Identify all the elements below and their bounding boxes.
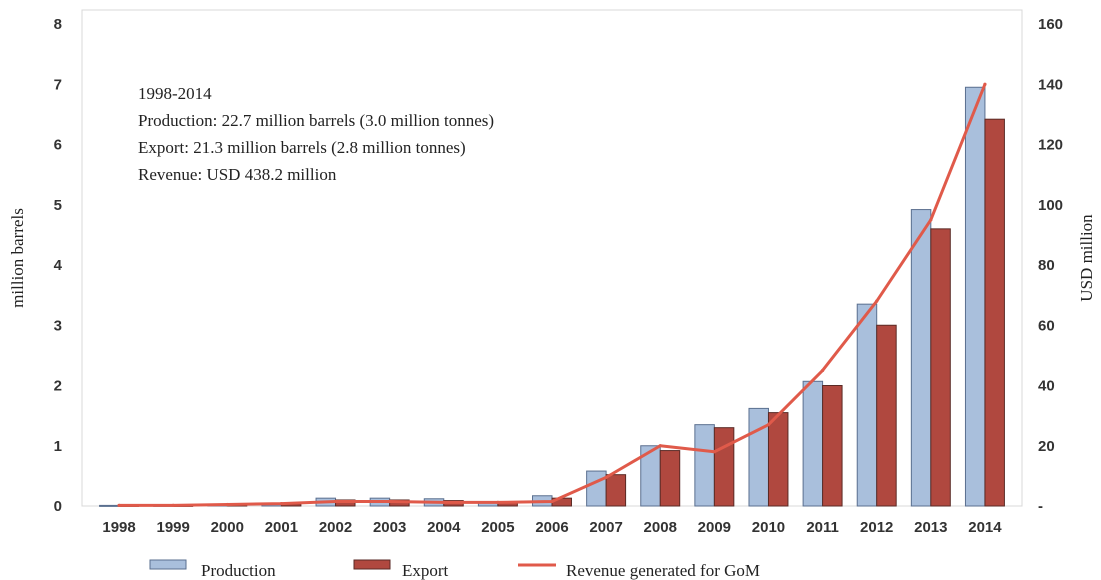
y-left-tick-label: 8 bbox=[54, 16, 62, 33]
y-right-tick-label: 60 bbox=[1038, 317, 1055, 334]
revenue-point bbox=[929, 218, 933, 222]
x-tick-label: 2008 bbox=[644, 519, 677, 536]
x-tick-label: 2006 bbox=[535, 519, 568, 536]
y-right-tick-label: 100 bbox=[1038, 197, 1063, 214]
y-left-tick-label: 5 bbox=[54, 197, 62, 214]
revenue-point bbox=[875, 299, 879, 303]
x-tick-label: 1998 bbox=[102, 519, 135, 536]
x-tick-label: 2003 bbox=[373, 519, 406, 536]
bar-export bbox=[713, 427, 735, 507]
bar-production bbox=[694, 424, 715, 507]
bar-production bbox=[99, 504, 120, 507]
x-tick-label: 2014 bbox=[968, 519, 1002, 536]
annotation-period: 1998-2014 bbox=[138, 84, 212, 103]
x-tick-label: 2004 bbox=[427, 519, 461, 536]
left-axis-ticks: 0 1 2 3 4 5 6 7 8 bbox=[54, 16, 63, 515]
y-left-tick-label: 4 bbox=[54, 257, 63, 274]
x-tick-label: 2009 bbox=[698, 519, 731, 536]
revenue-point bbox=[712, 450, 716, 454]
bar-export bbox=[659, 450, 681, 507]
y-left-tick-label: 6 bbox=[54, 137, 62, 154]
y-right-tick-label: 20 bbox=[1038, 438, 1055, 455]
y-left-tick-label: 3 bbox=[54, 317, 62, 334]
bar-export bbox=[984, 118, 1005, 507]
bar-production bbox=[748, 407, 769, 507]
revenue-point bbox=[604, 475, 608, 479]
x-tick-label: 2013 bbox=[914, 519, 947, 536]
x-axis-ticks: 1998 1999 2000 2001 2002 2003 2004 2005 2006 2007… bbox=[102, 519, 1002, 536]
y-right-tick-label: 160 bbox=[1038, 16, 1063, 33]
bar-production bbox=[802, 380, 824, 507]
annotation-box bbox=[128, 70, 793, 260]
x-tick-label: 2001 bbox=[265, 519, 298, 536]
legend-swatch-production bbox=[149, 559, 187, 570]
x-tick-label: 2010 bbox=[752, 519, 785, 536]
x-tick-label: 2000 bbox=[211, 519, 244, 536]
x-tick-label: 2005 bbox=[481, 519, 514, 536]
y-right-tick-label: 40 bbox=[1038, 378, 1055, 395]
revenue-point bbox=[225, 502, 229, 507]
bar-export bbox=[605, 474, 627, 507]
revenue-point bbox=[442, 500, 446, 504]
y-left-tick-label: 1 bbox=[54, 438, 62, 455]
y-left-tick-label: 0 bbox=[54, 498, 62, 515]
annotation-production: Production: 22.7 million barrels (3.0 mi… bbox=[138, 111, 494, 130]
y-right-tick-label: 80 bbox=[1038, 257, 1055, 274]
bar-production bbox=[856, 303, 878, 507]
bar-export bbox=[876, 324, 897, 507]
revenue-point bbox=[171, 503, 175, 507]
bar-export bbox=[822, 385, 843, 507]
revenue-point bbox=[333, 499, 338, 504]
legend-label-production: Production bbox=[201, 561, 276, 580]
bar-production bbox=[586, 470, 607, 507]
revenue-point bbox=[766, 423, 771, 427]
y-left-tick-label: 7 bbox=[54, 76, 62, 93]
y-right-tick-label: 120 bbox=[1038, 137, 1063, 154]
x-tick-label: 1999 bbox=[156, 519, 189, 536]
annotation-revenue: Revenue: USD 438.2 million bbox=[138, 165, 337, 184]
y-right-tick-label: - bbox=[1038, 498, 1043, 515]
annotation-export: Export: 21.3 million barrels (2.8 millio… bbox=[138, 138, 466, 157]
bar-export bbox=[930, 228, 951, 507]
x-tick-label: 2012 bbox=[860, 519, 893, 536]
revenue-point bbox=[496, 500, 500, 504]
y-right-tick-label: 140 bbox=[1038, 76, 1063, 93]
legend-swatch-export bbox=[353, 559, 391, 570]
revenue-point bbox=[983, 82, 987, 86]
x-tick-label: 2011 bbox=[806, 519, 839, 536]
revenue-point bbox=[117, 503, 121, 507]
bar-production bbox=[964, 86, 986, 507]
right-axis-ticks: - 20 40 60 80 100 120 140 160 bbox=[1038, 16, 1063, 515]
y-left-tick-label: 2 bbox=[54, 378, 62, 395]
bar-export bbox=[767, 412, 789, 507]
revenue-point bbox=[279, 501, 284, 506]
revenue-line bbox=[117, 82, 987, 507]
y-axis-right-title: USD million bbox=[1077, 214, 1096, 302]
bar-production bbox=[910, 209, 932, 507]
x-tick-label: 2007 bbox=[589, 519, 622, 536]
revenue-point bbox=[658, 444, 662, 448]
legend-label-export: Export bbox=[402, 561, 449, 580]
revenue-point bbox=[388, 499, 392, 504]
y-axis-left-title: million barrels bbox=[8, 208, 27, 308]
revenue-point bbox=[820, 368, 825, 373]
legend-label-revenue: Revenue generated for GoM bbox=[566, 561, 760, 580]
revenue-point bbox=[550, 499, 554, 504]
x-tick-label: 2002 bbox=[319, 519, 352, 536]
legend: Production Export Revenue generated for … bbox=[149, 559, 760, 580]
